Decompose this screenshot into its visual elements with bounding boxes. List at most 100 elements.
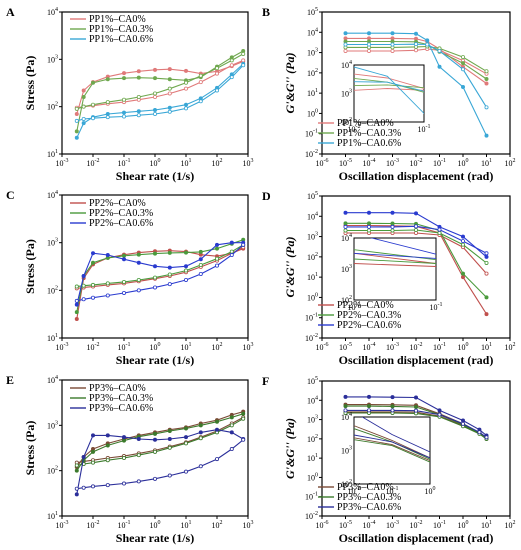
inset-series-line xyxy=(354,77,424,93)
data-point xyxy=(214,71,219,76)
y-axis-label: G'&G'' (Pa) xyxy=(283,53,297,114)
data-point xyxy=(198,257,203,262)
data-point xyxy=(437,412,442,417)
x-tick-label: 103 xyxy=(243,520,254,530)
data-point xyxy=(183,68,188,73)
legend-label: PP3%–CA0% xyxy=(337,482,394,493)
inset-x-tick-label: 10-1 xyxy=(386,486,399,496)
data-point xyxy=(167,428,172,433)
x-tick-label: 10-2 xyxy=(410,158,423,168)
data-point xyxy=(484,260,489,265)
data-point xyxy=(214,427,219,432)
data-point xyxy=(183,277,188,282)
x-tick-label: 100 xyxy=(458,520,469,530)
data-point xyxy=(366,404,371,409)
legend-label: PP2%–CA0% xyxy=(89,198,146,209)
data-point xyxy=(484,312,489,317)
x-tick-label: 10-3 xyxy=(386,342,399,352)
data-point xyxy=(105,458,110,463)
legend: PP3%–CA0%PP3%–CA0.3%PP3%–CA0.6% xyxy=(318,482,401,513)
data-point xyxy=(437,408,442,413)
data-point xyxy=(484,271,489,276)
data-point xyxy=(229,240,234,245)
legend: PP1%–CA0%PP1%–CA0.3%PP1%–CA0.6% xyxy=(70,14,153,45)
data-point xyxy=(74,302,79,307)
series-line xyxy=(345,40,487,80)
legend-label: PP1%–CA0.3% xyxy=(89,24,153,35)
x-tick-label: 10-3 xyxy=(56,520,69,530)
data-point xyxy=(484,133,489,138)
x-axis-label: Shear rate (1/s) xyxy=(116,169,194,183)
y-tick-label: 10-2 xyxy=(305,333,318,343)
data-point xyxy=(167,265,172,270)
data-point xyxy=(229,430,234,435)
data-point xyxy=(81,95,86,100)
data-point xyxy=(241,63,246,68)
y-tick-label: 105 xyxy=(307,7,318,17)
data-point xyxy=(122,76,127,81)
inset-plot: 10-2 10-1 100 102 103 104 xyxy=(341,412,436,496)
data-point xyxy=(229,447,234,452)
x-axis-label: Shear rate (1/s) xyxy=(116,353,194,367)
y-tick-label: 105 xyxy=(307,376,318,386)
series-line xyxy=(76,242,244,305)
x-tick-label: 103 xyxy=(243,342,254,352)
inset-y-tick-label: 104 xyxy=(341,233,352,243)
x-axis-label: Oscillation displacement (rad) xyxy=(339,353,494,367)
legend-label: PP3%–CA0.3% xyxy=(337,492,401,503)
data-point xyxy=(477,430,482,435)
data-point xyxy=(81,485,86,490)
y-tick-label: 102 xyxy=(307,252,318,262)
x-tick-label: 10-3 xyxy=(56,342,69,352)
data-point xyxy=(198,423,203,428)
panel-label: F xyxy=(262,374,269,388)
data-point xyxy=(390,48,395,53)
data-point xyxy=(167,436,172,441)
series-line xyxy=(345,48,487,75)
series-line xyxy=(76,53,244,110)
data-point xyxy=(390,42,395,47)
data-point xyxy=(136,69,141,74)
panel-label: B xyxy=(262,5,270,19)
data-point xyxy=(136,252,141,257)
data-point xyxy=(105,433,110,438)
data-point xyxy=(390,408,395,413)
y-tick-label: 103 xyxy=(307,415,318,425)
x-tick-label: 101 xyxy=(181,520,192,530)
x-tick-label: 10-5 xyxy=(339,520,352,530)
x-tick-label: 10-6 xyxy=(316,342,329,352)
x-tick-label: 102 xyxy=(212,342,223,352)
y-axis-label: Stress (Pa) xyxy=(23,239,37,294)
legend-label: PP1%–CA0% xyxy=(337,118,394,129)
x-tick-label: 101 xyxy=(181,342,192,352)
data-point xyxy=(366,31,371,36)
data-point xyxy=(425,38,430,43)
data-point xyxy=(122,114,127,119)
data-point xyxy=(343,36,348,41)
y-tick-label: 101 xyxy=(307,88,318,98)
data-point xyxy=(390,36,395,41)
data-point xyxy=(214,419,219,424)
data-point xyxy=(105,253,110,258)
panel-E: 10-3 10-2 10-1 100 101 102 103 101 102 103 104 Shea… xyxy=(6,373,254,545)
data-point xyxy=(105,483,110,488)
data-point xyxy=(152,95,157,100)
data-point xyxy=(152,67,157,72)
data-point xyxy=(484,251,489,256)
inset-series-line xyxy=(354,81,424,92)
data-point xyxy=(74,129,79,134)
data-point xyxy=(105,115,110,120)
inset-y-tick-label: 103 xyxy=(341,446,352,456)
legend-label: PP2%–CA0.3% xyxy=(337,310,401,321)
data-point xyxy=(390,224,395,229)
data-point xyxy=(122,290,127,295)
data-point xyxy=(105,77,110,82)
data-point xyxy=(136,109,141,114)
data-point xyxy=(81,121,86,126)
data-point xyxy=(460,242,465,247)
inset-x-tick-label: 10-2 xyxy=(348,302,361,312)
data-point xyxy=(183,426,188,431)
data-point xyxy=(74,468,79,473)
data-point xyxy=(484,69,489,74)
data-point xyxy=(366,394,371,399)
